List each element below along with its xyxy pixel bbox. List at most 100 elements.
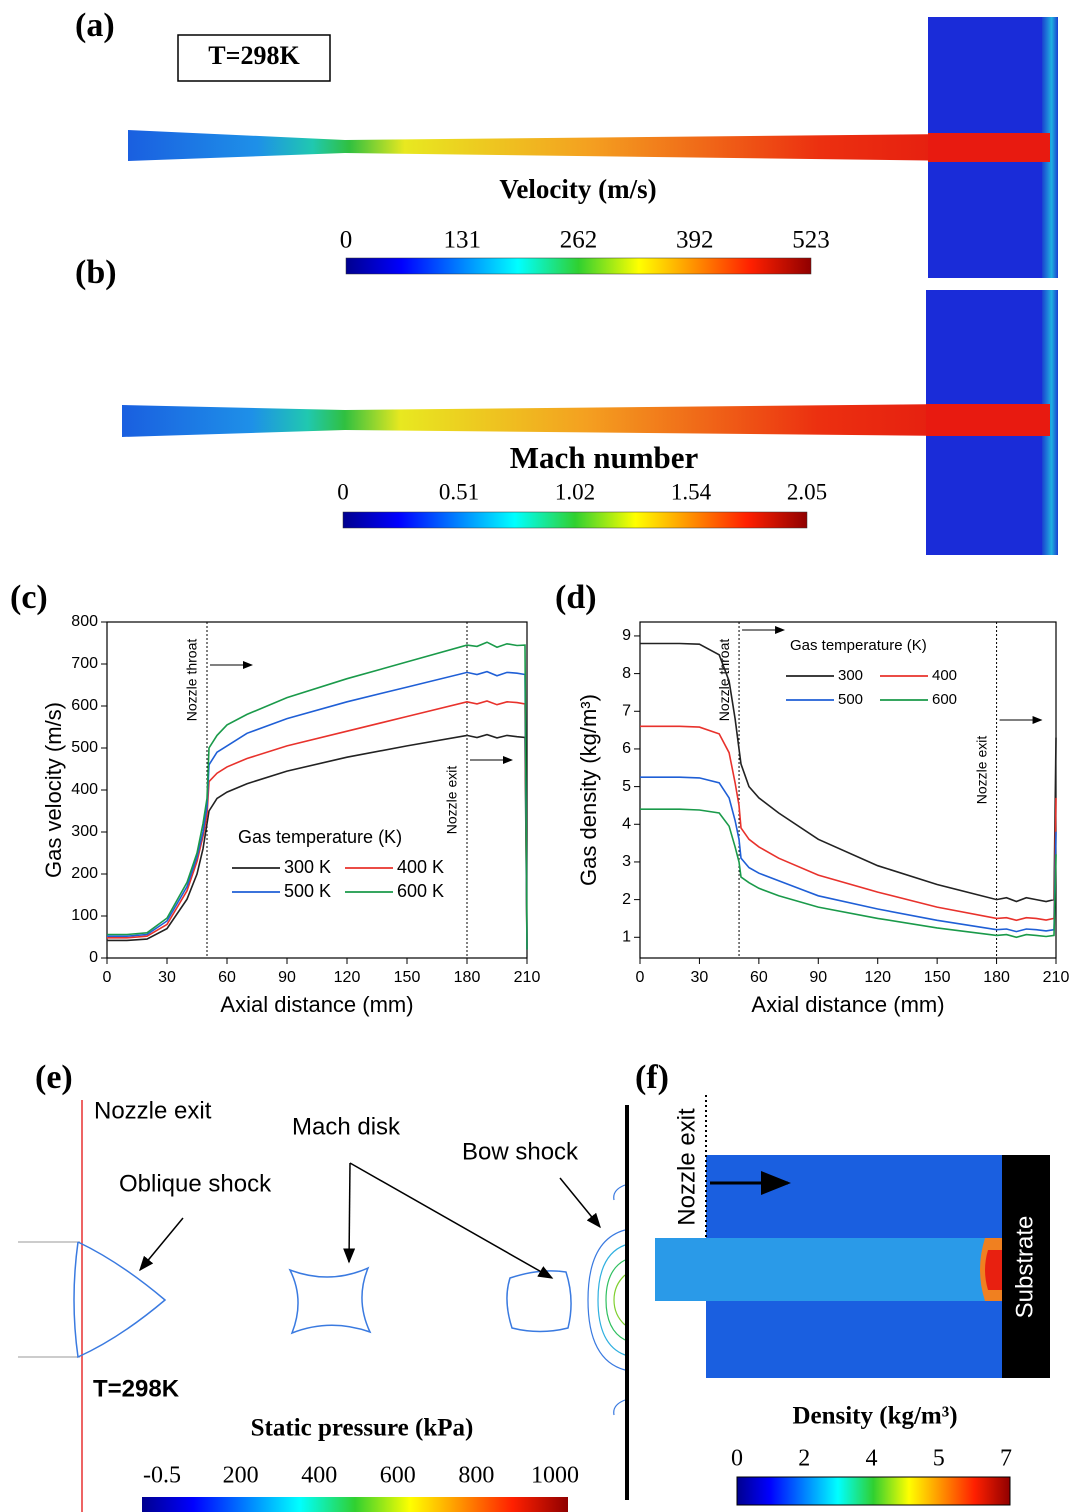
panel-label: (f) <box>635 1059 669 1096</box>
colorbar-tick-label: 131 <box>444 227 482 254</box>
condition: T=298K <box>208 41 300 70</box>
legend-label: 600 K <box>397 881 444 901</box>
y-tick-label: 100 <box>71 907 98 924</box>
legend-label: 500 K <box>284 881 331 901</box>
mach-disk <box>506 1270 572 1333</box>
y-tick-label: 4 <box>622 815 631 832</box>
colorbar-tick-label: 1000 <box>531 1463 579 1489</box>
colorbar-tick-label: 5 <box>933 1446 945 1472</box>
y-axis-label: Gas velocity (m/s) <box>41 702 66 878</box>
annotation: Oblique shock <box>119 1170 272 1197</box>
colorbar-tick-label: 600 <box>380 1463 416 1489</box>
legend-label: 600 <box>932 691 957 708</box>
charts: (c)0 30 60 90 120 150 180 210010020030040050060… <box>10 579 1069 1017</box>
annotation: Bow shock <box>462 1138 579 1165</box>
y-tick-label: 7 <box>622 702 631 719</box>
colorbar-tick-label: 2.05 <box>787 479 827 504</box>
colorbar-tick-label: 0.51 <box>439 479 479 504</box>
x-tick-label: 60 <box>218 969 236 986</box>
x-tick-label: 120 <box>334 969 361 986</box>
legend-title: Gas temperature (K) <box>790 637 927 654</box>
x-tick-label: 120 <box>864 969 891 986</box>
series-line <box>107 700 528 950</box>
condition: T=298K <box>93 1375 180 1402</box>
y-tick-label: 5 <box>622 778 631 795</box>
x-tick-label: 180 <box>983 969 1010 986</box>
series-line <box>640 808 1057 939</box>
x-tick-label: 60 <box>750 969 768 986</box>
colorbar-tick-label: 0 <box>731 1446 743 1472</box>
colorbar-tick-label: 2 <box>798 1446 810 1472</box>
colorbar-tick-label: 262 <box>560 227 598 254</box>
substrate <box>1002 1155 1050 1378</box>
colorbar-tick-label: 400 <box>301 1463 337 1489</box>
colorbar-tick-label: 1.54 <box>671 479 712 504</box>
legend-label: 400 K <box>397 857 444 877</box>
x-tick-label: 210 <box>1043 969 1070 986</box>
y-tick-label: 3 <box>622 853 631 870</box>
colorbar-ticks: 0 0.51 1.02 1.54 2.05 <box>337 479 827 504</box>
y-tick-label: 600 <box>71 697 98 714</box>
colorbar-tick-label: 0 <box>340 227 353 254</box>
annotation: Mach disk <box>292 1113 401 1140</box>
y-tick-label: 700 <box>71 655 98 672</box>
x-tick-label: 0 <box>103 969 112 986</box>
legend-label: 300 K <box>284 857 331 877</box>
condition-box <box>177 34 331 82</box>
oblique-shock <box>73 1241 167 1359</box>
y-axis-label: Gas density (kg/m³) <box>576 694 601 886</box>
y-tick-label: 9 <box>622 627 631 644</box>
series-line <box>640 725 1057 922</box>
x-tick-label: 180 <box>454 969 481 986</box>
panel-label: (b) <box>75 254 117 291</box>
x-tick-label: 90 <box>278 969 296 986</box>
colorbar-ticks: 0 2 4 5 7 <box>731 1446 1012 1472</box>
series-line <box>640 642 1057 903</box>
annotation-arrows <box>139 1162 601 1279</box>
colorbar-ticks: -0.5 200 400 600 800 1000 <box>143 1463 579 1489</box>
panel-label: (a) <box>75 7 115 44</box>
colorbar-tick-label: 392 <box>676 227 714 254</box>
panel-label: (d) <box>555 579 597 616</box>
legend-label: 300 <box>838 667 863 684</box>
x-tick-label: 30 <box>691 969 709 986</box>
y-tick-label: 6 <box>622 740 631 757</box>
reference-label: Nozzle exit <box>973 736 989 805</box>
x-axis-label: Axial distance (mm) <box>751 992 944 1017</box>
series-line <box>107 641 528 950</box>
series-line <box>107 670 528 950</box>
nozzle-velocity <box>128 130 1050 162</box>
y-tick-label: 8 <box>622 665 631 682</box>
annotation: Nozzle exit <box>673 1108 700 1226</box>
y-tick-label: 0 <box>89 949 98 966</box>
y-tick-label: 800 <box>71 613 98 630</box>
y-tick-label: 2 <box>622 891 631 908</box>
mach-disk <box>288 1266 372 1335</box>
colorbar-title: Velocity (m/s) <box>499 174 656 204</box>
y-tick-label: 200 <box>71 865 98 882</box>
x-axis-label: Axial distance (mm) <box>220 992 413 1017</box>
x-tick-label: 150 <box>394 969 421 986</box>
colorbar-tick-label: 7 <box>1000 1446 1012 1472</box>
colorbar <box>345 257 812 275</box>
panel-label: (e) <box>35 1059 73 1096</box>
nozzle-mach <box>122 403 1050 437</box>
legend-label: 500 <box>838 691 863 708</box>
bow-shock <box>587 1184 626 1416</box>
y-tick-label: 500 <box>71 739 98 756</box>
colorbar <box>736 1476 1011 1506</box>
y-tick-label: 300 <box>71 823 98 840</box>
colorbar-title: Density (kg/m³) <box>792 1403 957 1430</box>
x-tick-label: 30 <box>158 969 176 986</box>
colorbar-ticks: 0 131 262 392 523 <box>340 227 830 254</box>
y-tick-label: 1 <box>622 929 631 946</box>
annotation: Nozzle exit <box>94 1097 212 1124</box>
x-tick-label: 210 <box>514 969 541 986</box>
reference-label: Nozzle throat <box>184 639 200 722</box>
reference-label: Nozzle exit <box>444 766 460 835</box>
x-tick-label: 0 <box>636 969 645 986</box>
jet <box>926 404 1050 436</box>
x-tick-label: 150 <box>924 969 951 986</box>
colorbar <box>342 511 808 529</box>
